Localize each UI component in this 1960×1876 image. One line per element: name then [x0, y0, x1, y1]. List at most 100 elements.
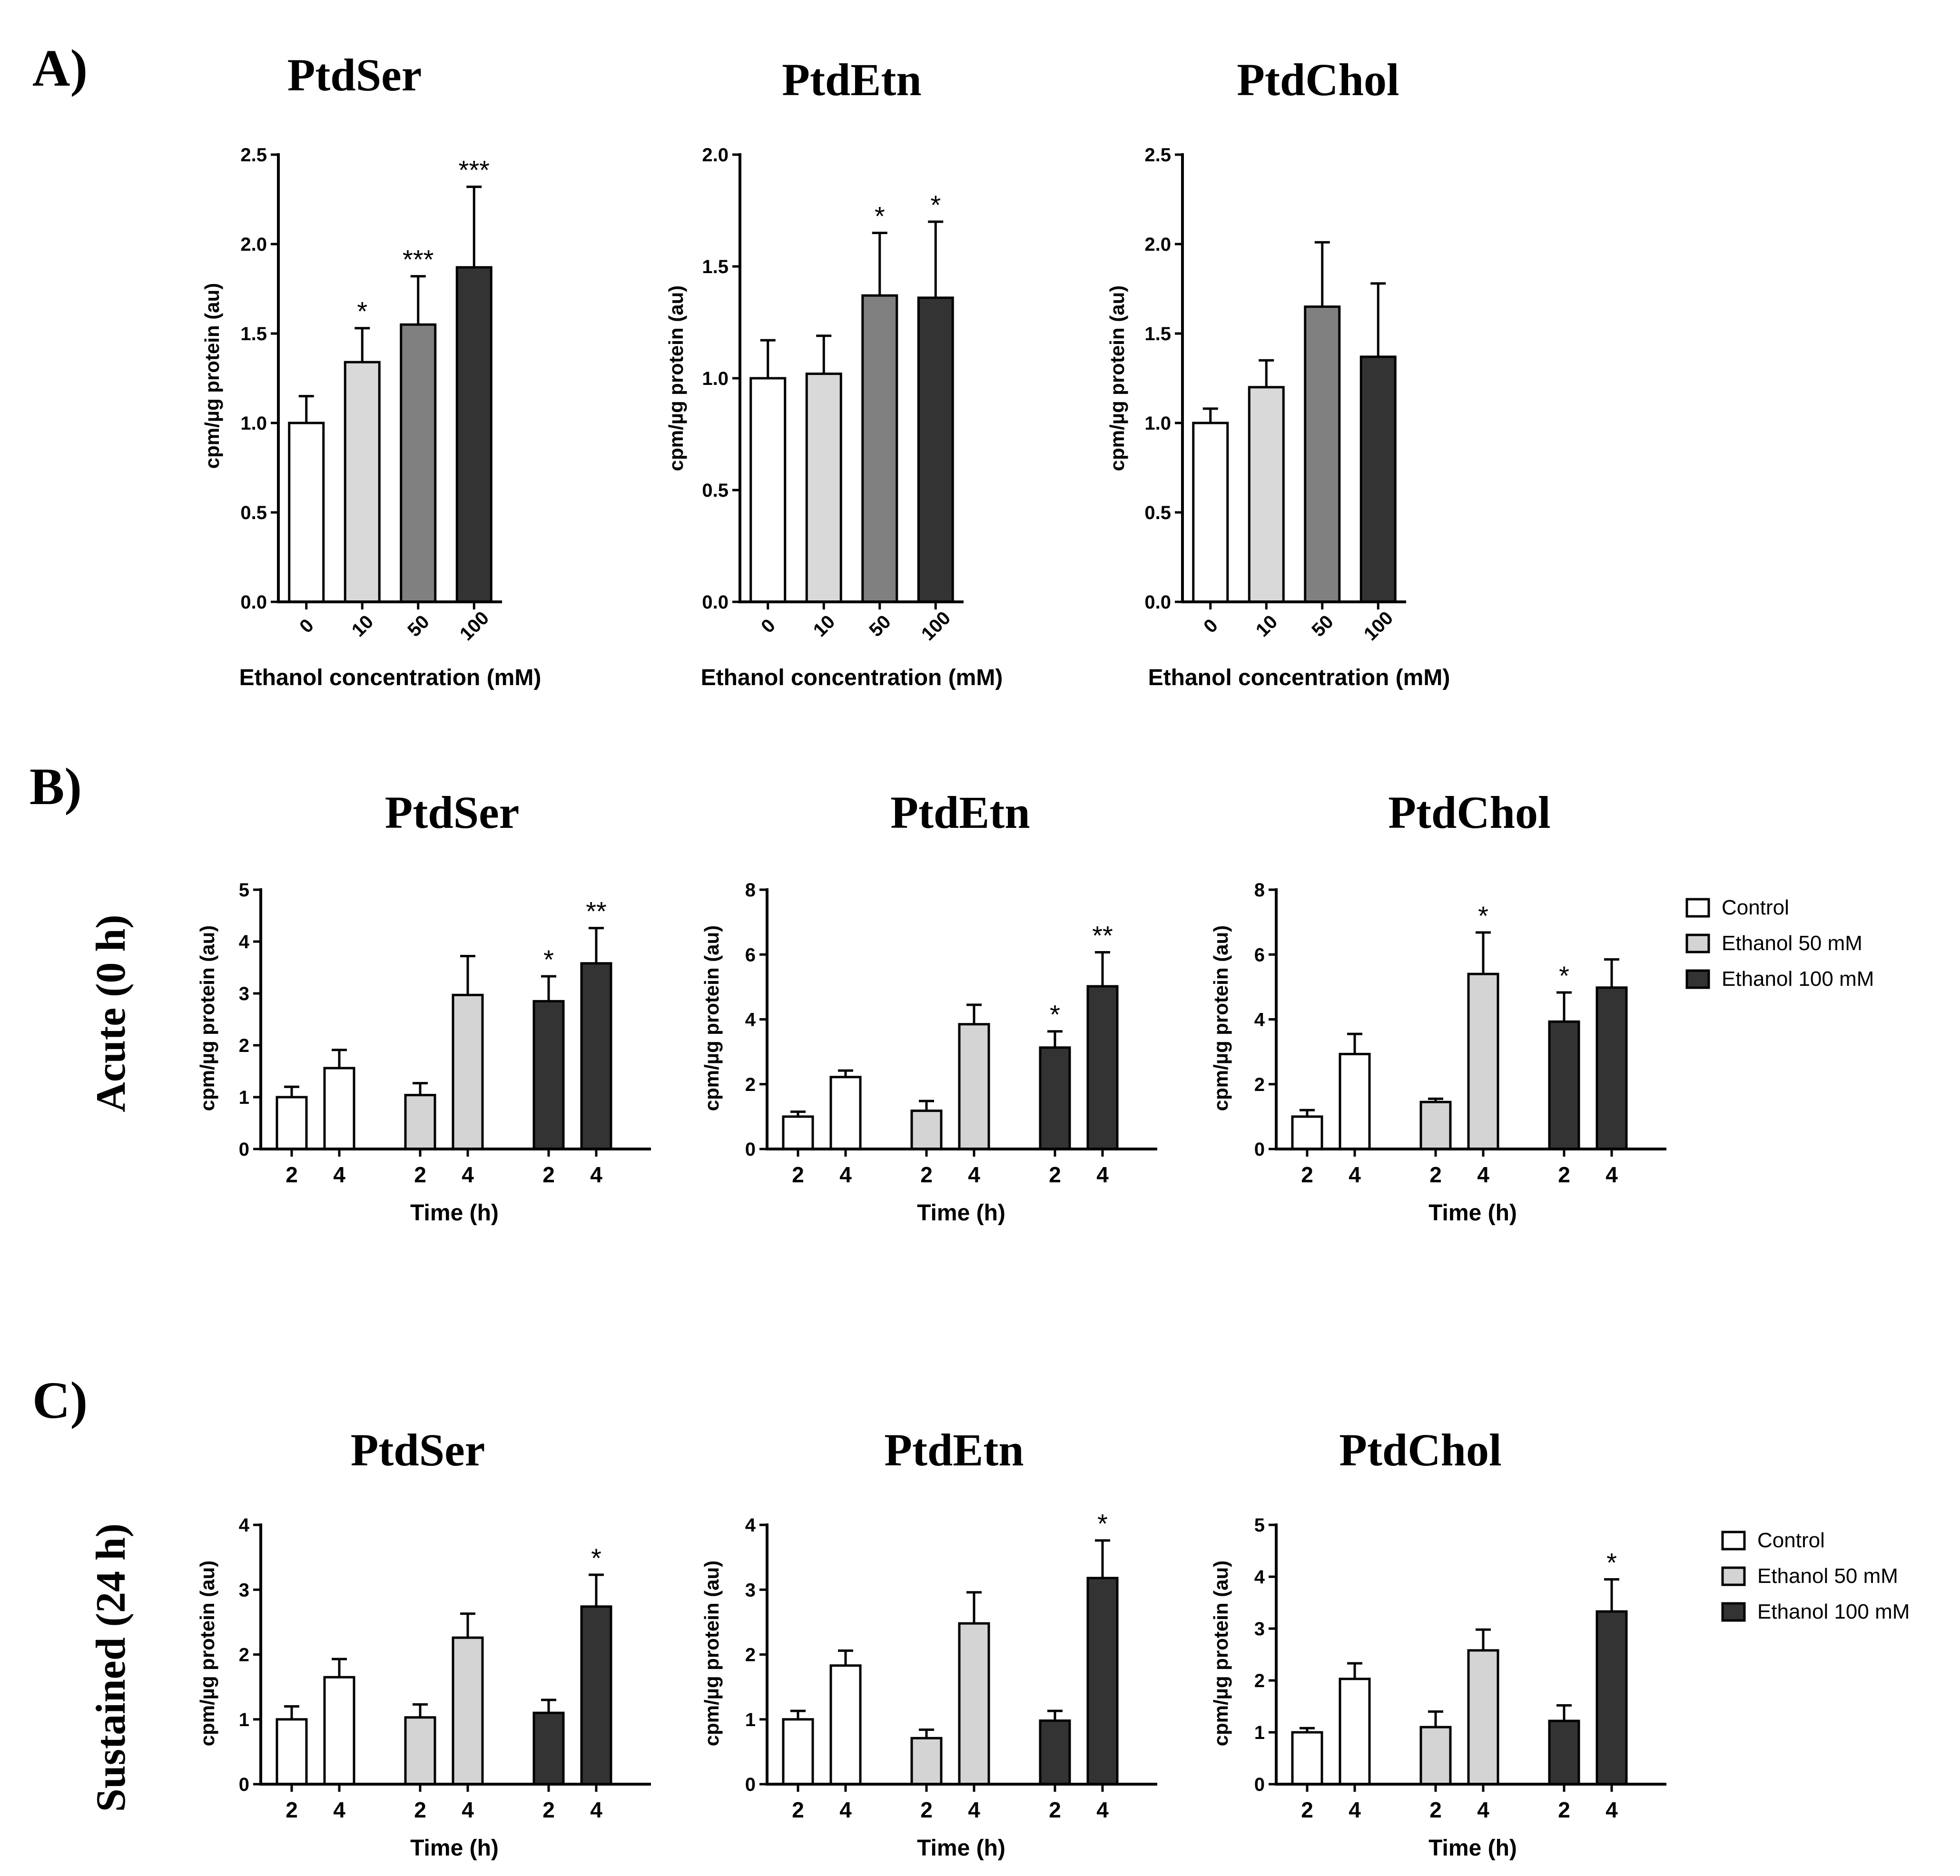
y-tick-label: 3 — [239, 983, 249, 1004]
y-tick-label: 1.0 — [1144, 413, 1171, 434]
y-tick-label: 4 — [745, 1010, 756, 1031]
chart-title: PtdSer — [385, 787, 520, 838]
x-tick-label: 4 — [1349, 1162, 1361, 1187]
x-axis-label: Time (h) — [1428, 1836, 1517, 1861]
y-tick-label: 2 — [745, 1645, 756, 1666]
significance-label: *** — [459, 155, 490, 185]
y-tick-label: 0 — [239, 1774, 249, 1795]
significance-label: * — [1559, 961, 1569, 991]
bar — [1248, 386, 1285, 603]
x-tick-label: 4 — [590, 1162, 602, 1187]
legend-b-label-ethanol50: Ethanol 50 mM — [1722, 932, 1862, 955]
y-tick-label: 4 — [239, 1515, 250, 1536]
chart-c-ptdser: PtdSer * 0 1 2 3 4 2 4 2 4 2 4 Time (h) cpm/µg protein… — [196, 1424, 651, 1861]
x-tick-label: 4 — [1605, 1797, 1618, 1822]
y-tick-label: 1 — [239, 1709, 249, 1730]
y-tick-label: 2.0 — [240, 234, 267, 255]
bar — [276, 1718, 308, 1786]
significance-label: * — [591, 1543, 601, 1573]
bar — [276, 1096, 308, 1150]
bar — [861, 294, 898, 603]
y-tick-label: 2 — [1254, 1670, 1265, 1691]
y-tick-label: 1.5 — [1144, 324, 1171, 344]
x-tick-label: 4 — [839, 1162, 852, 1187]
y-tick-label: 5 — [239, 880, 249, 901]
y-tick-label: 4 — [239, 932, 250, 953]
legend-b-swatch-control — [1685, 898, 1710, 918]
x-tick-label: 2 — [1429, 1797, 1442, 1822]
y-tick-label: 6 — [745, 944, 756, 965]
chart-c-ptdetn: PtdEtn * 0 1 2 3 4 2 4 2 4 2 4 Time (h) cpm/µg protein… — [700, 1424, 1157, 1861]
x-tick-label: 10 — [809, 611, 839, 641]
bar — [532, 1000, 565, 1150]
legend-b-label-control: Control — [1722, 896, 1789, 919]
y-tick-label: 0 — [745, 1774, 756, 1795]
bar — [1596, 986, 1628, 1150]
y-axis-label: cpm/µg protein (au) — [196, 925, 218, 1111]
chart-title: PtdEtn — [782, 54, 921, 105]
bar — [782, 1718, 814, 1786]
y-tick-label: 2.0 — [1144, 234, 1171, 255]
y-tick-label: 6 — [1254, 944, 1265, 965]
y-tick-label: 1.0 — [240, 413, 267, 434]
significance-label: * — [1606, 1547, 1617, 1577]
y-tick-label: 0.0 — [702, 592, 729, 613]
x-tick-label: 2 — [1301, 1162, 1313, 1187]
legend-b-label-ethanol100: Ethanol 100 mM — [1722, 967, 1874, 991]
x-tick-label: 4 — [1477, 1162, 1489, 1187]
y-tick-label: 0 — [239, 1139, 249, 1160]
bar — [1467, 972, 1499, 1150]
y-tick-label: 0 — [1254, 1139, 1265, 1160]
bar — [1467, 1649, 1499, 1786]
y-tick-label: 2 — [239, 1645, 249, 1666]
x-tick-label: 10 — [348, 611, 378, 641]
y-tick-label: 8 — [1254, 880, 1265, 901]
bar — [344, 361, 381, 603]
legend-c-swatch-ethanol100 — [1721, 1602, 1746, 1622]
y-axis-label: cpm/µg protein (au) — [700, 925, 723, 1111]
chart-c-ptdchol: PtdChol * 0 1 2 3 4 5 2 4 2 4 2 4 Time (h) cpm/µg prote… — [1210, 1424, 1666, 1861]
y-tick-label: 2.5 — [1144, 145, 1171, 166]
x-tick-label: 100 — [456, 608, 493, 645]
legend-c-swatch-ethanol50 — [1721, 1566, 1746, 1586]
x-tick-label: 0 — [757, 615, 779, 637]
chart-a-ptdetn: PtdEtn * * 0.0 0.5 1.0 1.5 2.0 0 10 50 100 Ethanol c… — [665, 54, 1003, 690]
y-tick-label: 0 — [745, 1139, 756, 1160]
y-tick-label: 3 — [1254, 1619, 1265, 1640]
x-tick-label: 4 — [1349, 1797, 1361, 1822]
x-tick-label: 50 — [1308, 611, 1338, 641]
x-tick-label: 2 — [1049, 1162, 1061, 1187]
x-tick-label: 4 — [1096, 1797, 1109, 1822]
x-tick-label: 10 — [1252, 611, 1282, 641]
x-tick-label: 4 — [462, 1797, 474, 1822]
bar — [452, 1636, 484, 1786]
legend-c-swatch-control — [1721, 1531, 1746, 1551]
x-axis-label: Ethanol concentration (mM) — [239, 665, 542, 690]
significance-label: ** — [1092, 920, 1113, 950]
significance-label: * — [930, 190, 941, 220]
x-tick-label: 4 — [1477, 1797, 1489, 1822]
x-tick-label: 4 — [333, 1162, 345, 1187]
legend-b-swatch-ethanol50 — [1685, 933, 1710, 953]
x-tick-label: 2 — [1301, 1797, 1313, 1822]
significance-label: *** — [403, 245, 433, 275]
chart-title: PtdSer — [351, 1424, 485, 1475]
x-tick-label: 50 — [404, 611, 433, 641]
legend-b-swatch-ethanol100 — [1685, 969, 1710, 989]
x-tick-label: 2 — [920, 1162, 933, 1187]
y-tick-label: 3 — [239, 1580, 249, 1601]
x-axis-label: Ethanol concentration (mM) — [701, 665, 1003, 690]
bar — [917, 296, 954, 603]
y-tick-label: 4 — [1254, 1010, 1265, 1031]
x-tick-label: 2 — [1429, 1162, 1442, 1187]
y-tick-label: 0 — [1254, 1774, 1265, 1795]
y-tick-label: 0.5 — [702, 480, 729, 501]
bar — [1086, 985, 1119, 1150]
bar — [1192, 422, 1229, 603]
panel-label-b: B) — [30, 757, 82, 815]
x-tick-label: 2 — [542, 1797, 555, 1822]
legend-c-label-control: Control — [1757, 1529, 1825, 1552]
row-label-acute: Acute (0 h) — [88, 914, 134, 1112]
significance-label: * — [1050, 1000, 1060, 1030]
